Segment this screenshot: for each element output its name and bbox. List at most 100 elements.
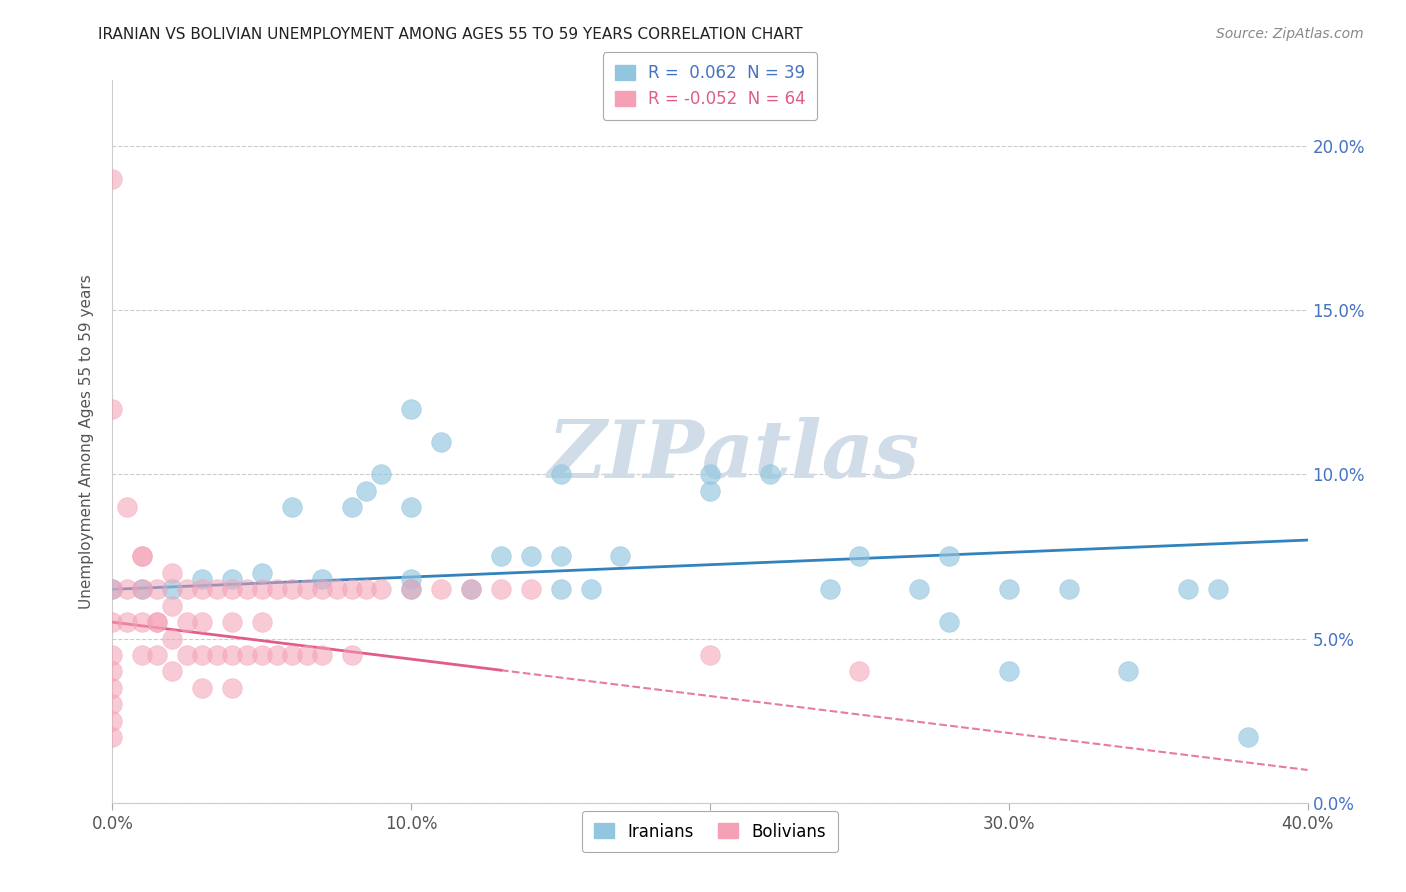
Point (131, 582, 153, 597)
Point (101, 615, 124, 630)
Point (401, 500, 423, 515)
Point (191, 681, 214, 695)
Point (117, 582, 139, 597)
Text: Source: ZipAtlas.com: Source: ZipAtlas.com (1216, 27, 1364, 41)
Point (221, 615, 243, 630)
Point (759, 467, 782, 482)
Point (938, 549, 960, 564)
Point (221, 573, 243, 587)
Point (281, 582, 304, 597)
Point (579, 582, 602, 597)
Point (281, 648, 304, 662)
Point (370, 582, 392, 597)
Point (221, 681, 243, 695)
Point (101, 582, 124, 597)
Point (131, 549, 153, 564)
Point (250, 566, 273, 580)
Point (146, 582, 169, 597)
Point (250, 648, 273, 662)
Point (340, 648, 363, 662)
Point (550, 582, 572, 597)
Point (520, 549, 543, 564)
Point (699, 648, 721, 662)
Point (460, 582, 482, 597)
Point (356, 582, 378, 597)
Point (266, 582, 288, 597)
Point (401, 582, 423, 597)
Point (998, 665, 1021, 679)
Point (311, 573, 333, 587)
Point (848, 549, 870, 564)
Point (131, 615, 153, 630)
Point (908, 582, 931, 597)
Text: ZIPatlas: ZIPatlas (548, 417, 920, 495)
Point (101, 648, 124, 662)
Point (401, 582, 423, 597)
Point (162, 599, 183, 613)
Point (609, 549, 631, 564)
Point (938, 615, 960, 630)
Point (205, 582, 228, 597)
Point (401, 573, 423, 587)
Point (266, 648, 288, 662)
Point (340, 500, 363, 515)
Point (520, 582, 543, 597)
Point (550, 549, 572, 564)
Point (162, 566, 183, 580)
Point (146, 615, 169, 630)
Point (176, 582, 198, 597)
Point (250, 615, 273, 630)
Point (998, 582, 1021, 597)
Legend: Iranians, Bolivians: Iranians, Bolivians (582, 811, 838, 852)
Point (117, 500, 139, 515)
Point (101, 681, 124, 695)
Point (191, 615, 214, 630)
Point (131, 582, 153, 597)
Point (550, 467, 572, 482)
Point (162, 582, 183, 597)
Point (162, 632, 183, 646)
Point (236, 648, 259, 662)
Point (191, 648, 214, 662)
Point (848, 665, 870, 679)
Point (489, 549, 512, 564)
Point (699, 467, 721, 482)
Point (818, 582, 841, 597)
Point (1237, 730, 1260, 744)
Point (101, 698, 124, 712)
Point (101, 730, 124, 744)
Point (117, 615, 139, 630)
Point (131, 549, 153, 564)
Point (101, 714, 124, 728)
Text: IRANIAN VS BOLIVIAN UNEMPLOYMENT AMONG AGES 55 TO 59 YEARS CORRELATION CHART: IRANIAN VS BOLIVIAN UNEMPLOYMENT AMONG A… (98, 27, 803, 42)
Point (250, 582, 273, 597)
Point (489, 582, 512, 597)
Point (1177, 582, 1199, 597)
Point (430, 434, 453, 449)
Point (101, 401, 124, 416)
Point (221, 648, 243, 662)
Point (295, 582, 318, 597)
Point (146, 615, 169, 630)
Point (356, 483, 378, 498)
Point (460, 582, 482, 597)
Point (176, 648, 198, 662)
Point (1118, 665, 1140, 679)
Point (340, 582, 363, 597)
Point (311, 582, 333, 597)
Point (325, 582, 347, 597)
Point (1057, 582, 1080, 597)
Point (176, 615, 198, 630)
Point (1206, 582, 1229, 597)
Point (131, 648, 153, 662)
Point (430, 582, 453, 597)
Y-axis label: Unemployment Among Ages 55 to 59 years: Unemployment Among Ages 55 to 59 years (79, 274, 94, 609)
Point (101, 665, 124, 679)
Point (101, 171, 124, 186)
Point (295, 648, 318, 662)
Point (205, 648, 228, 662)
Point (370, 467, 392, 482)
Point (101, 582, 124, 597)
Point (146, 648, 169, 662)
Point (162, 665, 183, 679)
